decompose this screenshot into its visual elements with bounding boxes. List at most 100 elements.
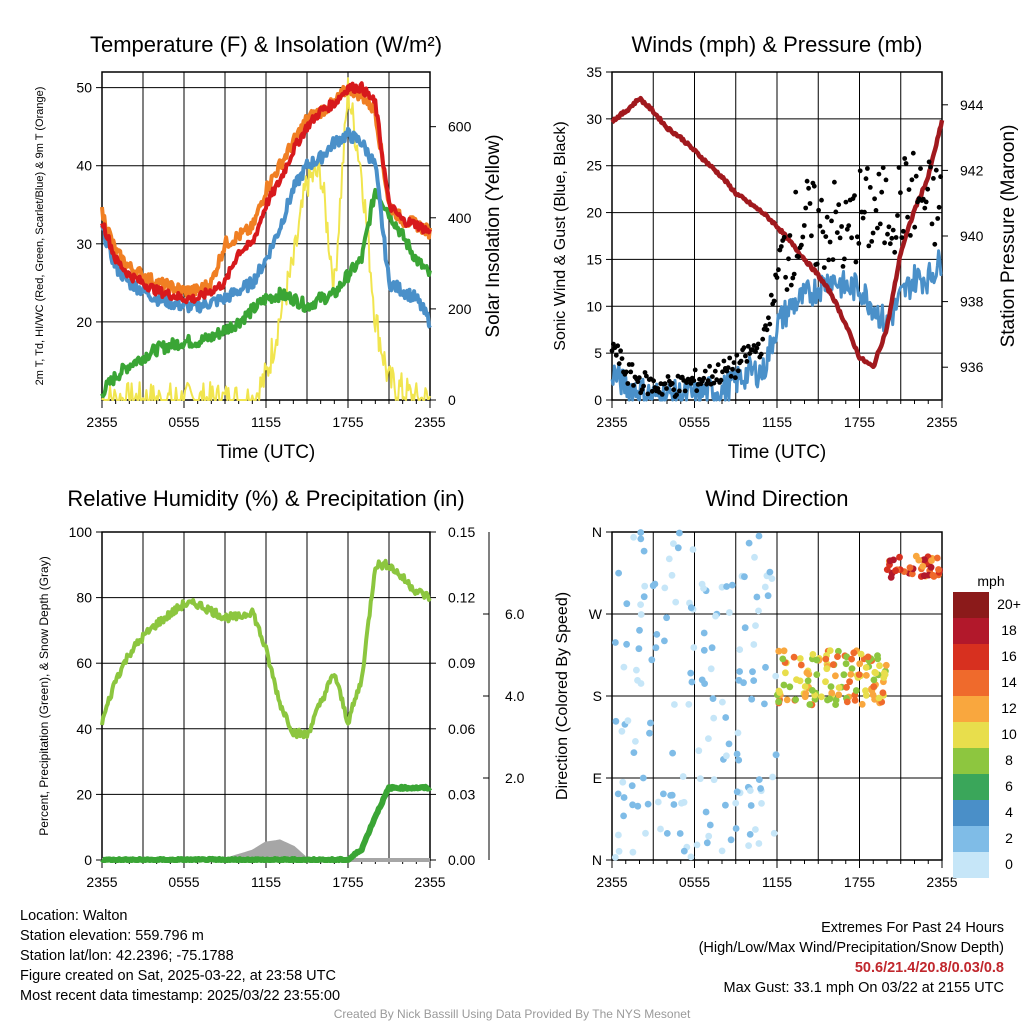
gust-point [840, 264, 846, 269]
wdir-chart-title: Wind Direction [705, 486, 848, 511]
wind-direction-point [623, 640, 630, 648]
wind-direction-point [801, 683, 809, 690]
wind-direction-point [646, 729, 653, 737]
gust-point [655, 386, 661, 391]
wind-direction-point [722, 714, 730, 721]
gust-point [837, 235, 843, 241]
wind-direction-point [750, 677, 758, 684]
wind-direction-point [712, 612, 719, 620]
wind-direction-point [663, 830, 671, 837]
rh-chart-y2tick-label: 0.12 [448, 590, 475, 606]
wind-direction-point [761, 583, 769, 591]
wind-direction-point [680, 847, 688, 855]
colorbar-label: 10 [1001, 726, 1017, 742]
wdir-chart-ytick-label: E [593, 770, 602, 786]
colorbar-swatch [953, 800, 989, 826]
gust-point [671, 387, 677, 393]
wind-direction-point [928, 557, 935, 564]
wind-direction-point [775, 647, 783, 655]
wind-direction-point [919, 562, 927, 570]
wind-direction-point [806, 701, 814, 708]
gust-point [906, 187, 912, 193]
temp-chart-xtick-label: 0555 [168, 414, 199, 430]
wind-direction-point [881, 671, 889, 678]
wind-direction-point [636, 626, 643, 634]
wind-direction-point [768, 575, 776, 582]
wdir-chart-ytick-label: W [589, 606, 603, 622]
wind-direction-point [757, 785, 764, 792]
gust-point [879, 189, 885, 195]
wind-direction-point [935, 566, 942, 573]
wind-direction-point [746, 831, 754, 838]
wind-direction-point [687, 604, 695, 612]
wind-direction-point [752, 826, 759, 833]
wind-direction-point [642, 829, 649, 837]
rh-chart-y2tick-label: 0.06 [448, 721, 475, 737]
wind-direction-point [637, 601, 644, 608]
temp-chart-xtick-label: 2355 [86, 414, 117, 430]
gust-point [829, 218, 834, 224]
gust-point [909, 177, 915, 183]
wind-direction-point [762, 663, 769, 671]
precipitation-line [100, 783, 433, 863]
wind-direction-point [654, 798, 662, 806]
wind-direction-point [723, 583, 730, 590]
gust-point [701, 375, 707, 381]
gust-point [863, 176, 869, 182]
wind-direction-point [840, 671, 848, 679]
gust-point [814, 261, 820, 267]
gust-point [854, 234, 860, 240]
wind-direction-point [850, 649, 858, 657]
gust-point [933, 167, 939, 173]
gust-point [922, 205, 928, 211]
wind-direction-point [828, 689, 836, 697]
wind-chart-ytick-label: 10 [586, 298, 602, 314]
gust-point [928, 164, 933, 170]
gust-point [711, 380, 717, 386]
wind-direction-point [749, 668, 756, 676]
extremes-panel: Extremes For Past 24 Hours (High/Low/Max… [699, 918, 1004, 998]
temp-chart-ytick-label: 20 [76, 314, 92, 330]
gust-point [819, 197, 824, 203]
wind-direction-point [640, 547, 648, 555]
wind-direction-point [751, 553, 758, 561]
wind-direction-point [674, 544, 682, 552]
gust-point [744, 359, 750, 364]
gust-point [811, 183, 817, 189]
wind-direction-point [706, 821, 714, 829]
gust-point [882, 240, 887, 246]
gust-point [786, 256, 791, 262]
gust-point [710, 374, 715, 379]
wind-direction-point [736, 668, 743, 675]
gust-point [824, 214, 830, 220]
colorbar-label: 20+ [997, 596, 1021, 612]
gust-point [902, 156, 908, 161]
wind-direction-point [906, 564, 914, 571]
gust-point [692, 367, 698, 373]
colorbar-label: 4 [1005, 804, 1013, 820]
gust-point [659, 392, 665, 397]
rh-chart-xtick-label: 1155 [251, 874, 281, 890]
wind-direction-point [619, 778, 627, 786]
gust-point [843, 199, 849, 205]
gust-point [899, 235, 905, 241]
gust-point [806, 185, 811, 191]
wdir-chart-xtick-label: 2355 [926, 874, 957, 890]
gust-point [866, 243, 872, 249]
wind-direction-point [871, 668, 879, 676]
wind-direction-point [630, 533, 637, 541]
gust-point [817, 223, 823, 229]
temp-chart-ytick-label: 40 [76, 158, 92, 174]
wind-direction-point [786, 683, 794, 691]
wind-direction-point [832, 672, 839, 680]
colorbar-title: mph [977, 573, 1004, 589]
gust-point [733, 375, 738, 381]
wind-direction-point [688, 678, 696, 686]
insolation-line [101, 77, 431, 401]
wind-direction-point [728, 581, 736, 589]
wind-chart-xtick-label: 0555 [679, 414, 710, 430]
gust-point [694, 388, 700, 394]
gust-point [616, 361, 622, 367]
rh-chart-xtick-label: 0555 [168, 874, 199, 890]
wind-direction-point [852, 687, 860, 694]
